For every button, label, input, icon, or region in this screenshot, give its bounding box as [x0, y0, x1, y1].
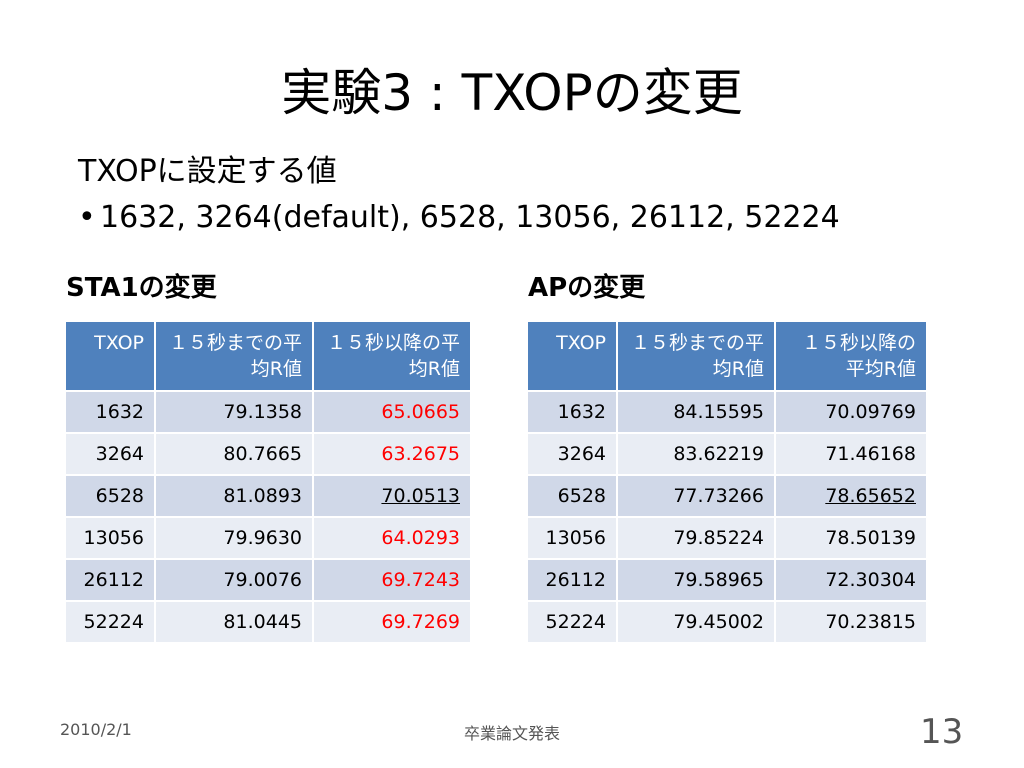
txop-cell: 13056: [66, 518, 154, 558]
before-15s-cell: 84.15595: [618, 392, 774, 432]
before-15s-cell: 79.58965: [618, 560, 774, 600]
after-15s-cell: 78.65652: [776, 476, 926, 516]
footer-title: 卒業論文発表: [463, 724, 560, 743]
table-row: 26112 79.0076 69.7243: [66, 560, 470, 600]
after-15s-cell: 65.0665: [314, 392, 470, 432]
column-header-before-15s: １５秒までの平均R値: [156, 322, 312, 390]
after-15s-cell: 70.0513: [314, 476, 470, 516]
table-row: 13056 79.9630 64.0293: [66, 518, 470, 558]
ap-results-table: TXOP １５秒までの平均R値 １５秒以降の平均R値 1632 84.15595 7…: [526, 320, 928, 644]
after-15s-cell: 71.46168: [776, 434, 926, 474]
bullet-icon: •: [78, 200, 96, 235]
column-header-before-15s: １５秒までの平均R値: [618, 322, 774, 390]
before-15s-cell: 83.62219: [618, 434, 774, 474]
table-header-row: TXOP １５秒までの平均R値 １５秒以降の平均R値: [528, 322, 926, 390]
after-15s-cell: 69.7243: [314, 560, 470, 600]
before-15s-cell: 79.45002: [618, 602, 774, 642]
before-15s-cell: 79.9630: [156, 518, 312, 558]
txop-cell: 26112: [66, 560, 154, 600]
table-row: 13056 79.85224 78.50139: [528, 518, 926, 558]
intro-text: TXOPに設定する値: [78, 154, 337, 189]
txop-cell: 6528: [66, 476, 154, 516]
after-15s-cell: 72.30304: [776, 560, 926, 600]
txop-values-bullet: • 1632, 3264(default), 6528, 13056, 26112…: [78, 198, 840, 238]
txop-values: 1632, 3264(default), 6528, 13056, 26112,…: [100, 200, 840, 235]
footer-date: 2010/2/1: [60, 720, 132, 739]
txop-cell: 6528: [528, 476, 616, 516]
before-15s-cell: 80.7665: [156, 434, 312, 474]
txop-cell: 52224: [66, 602, 154, 642]
after-15s-cell: 70.23815: [776, 602, 926, 642]
before-15s-cell: 79.1358: [156, 392, 312, 432]
after-15s-cell: 78.50139: [776, 518, 926, 558]
after-15s-cell: 64.0293: [314, 518, 470, 558]
after-15s-cell: 70.09769: [776, 392, 926, 432]
table-header-row: TXOP １５秒までの平均R値 １５秒以降の平均R値: [66, 322, 470, 390]
before-15s-cell: 81.0445: [156, 602, 312, 642]
txop-cell: 1632: [66, 392, 154, 432]
table-row: 3264 83.62219 71.46168: [528, 434, 926, 474]
before-15s-cell: 79.0076: [156, 560, 312, 600]
table-row: 1632 84.15595 70.09769: [528, 392, 926, 432]
table-row: 1632 79.1358 65.0665: [66, 392, 470, 432]
column-header-after-15s: １５秒以降の平均R値: [776, 322, 926, 390]
slide-title: 実験3 : TXOPの変更: [281, 64, 743, 122]
column-header-txop: TXOP: [528, 322, 616, 390]
table-row: 6528 81.0893 70.0513: [66, 476, 470, 516]
before-15s-cell: 81.0893: [156, 476, 312, 516]
before-15s-cell: 79.85224: [618, 518, 774, 558]
txop-cell: 3264: [66, 434, 154, 474]
txop-cell: 3264: [528, 434, 616, 474]
ap-section-label: APの変更: [528, 273, 646, 303]
txop-cell: 52224: [528, 602, 616, 642]
table-row: 52224 79.45002 70.23815: [528, 602, 926, 642]
table-row: 52224 81.0445 69.7269: [66, 602, 470, 642]
sta1-results-table: TXOP １５秒までの平均R値 １５秒以降の平均R値 1632 79.1358 65…: [64, 320, 472, 644]
table-row: 26112 79.58965 72.30304: [528, 560, 926, 600]
column-header-after-15s: １５秒以降の平均R値: [314, 322, 470, 390]
column-header-txop: TXOP: [66, 322, 154, 390]
before-15s-cell: 77.73266: [618, 476, 774, 516]
page-number: 13: [920, 712, 964, 752]
after-15s-cell: 63.2675: [314, 434, 470, 474]
sta1-section-label: STA1の変更: [66, 273, 217, 303]
after-15s-cell: 69.7269: [314, 602, 470, 642]
table-row: 3264 80.7665 63.2675: [66, 434, 470, 474]
txop-cell: 1632: [528, 392, 616, 432]
table-row: 6528 77.73266 78.65652: [528, 476, 926, 516]
txop-cell: 13056: [528, 518, 616, 558]
txop-cell: 26112: [528, 560, 616, 600]
